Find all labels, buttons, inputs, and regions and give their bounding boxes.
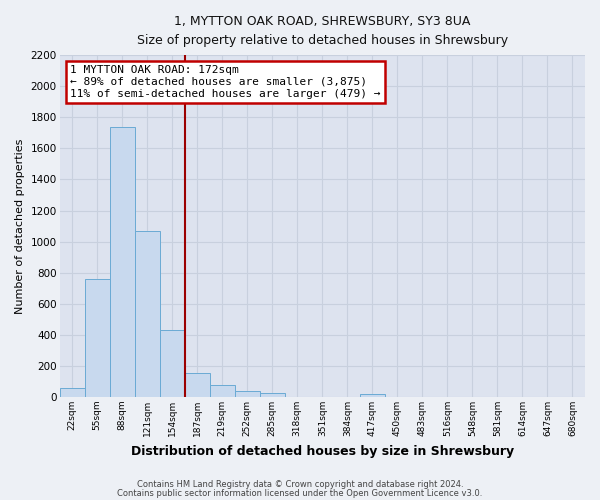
Bar bbox=[185, 373, 210, 397]
Bar bbox=[134, 230, 160, 397]
Text: Contains public sector information licensed under the Open Government Licence v3: Contains public sector information licen… bbox=[118, 489, 482, 498]
Bar bbox=[59, 388, 85, 397]
Y-axis label: Number of detached properties: Number of detached properties bbox=[15, 138, 25, 314]
X-axis label: Distribution of detached houses by size in Shrewsbury: Distribution of detached houses by size … bbox=[131, 444, 514, 458]
Title: 1, MYTTON OAK ROAD, SHREWSBURY, SY3 8UA
Size of property relative to detached ho: 1, MYTTON OAK ROAD, SHREWSBURY, SY3 8UA … bbox=[137, 15, 508, 47]
Text: Contains HM Land Registry data © Crown copyright and database right 2024.: Contains HM Land Registry data © Crown c… bbox=[137, 480, 463, 489]
Bar bbox=[360, 394, 385, 397]
Bar bbox=[260, 393, 285, 397]
Bar bbox=[110, 126, 134, 397]
Bar bbox=[160, 330, 185, 397]
Bar bbox=[210, 384, 235, 397]
Bar bbox=[235, 391, 260, 397]
Text: 1 MYTTON OAK ROAD: 172sqm
← 89% of detached houses are smaller (3,875)
11% of se: 1 MYTTON OAK ROAD: 172sqm ← 89% of detac… bbox=[70, 66, 380, 98]
Bar bbox=[85, 279, 110, 397]
